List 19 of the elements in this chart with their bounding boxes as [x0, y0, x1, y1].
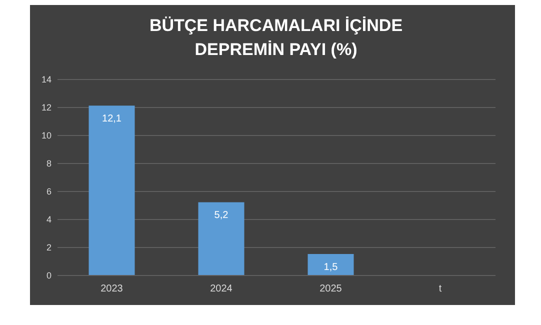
chart-title: BÜTÇE HARCAMALARI İÇİNDE DEPREMİN PAYI (%) [149, 16, 403, 59]
bar [88, 106, 135, 275]
y-tick-label: 12 [41, 102, 52, 112]
y-tick-label: 8 [46, 158, 52, 168]
x-tick-label: t [438, 284, 442, 294]
bar [308, 254, 354, 275]
x-tick-label: 2023 [100, 284, 124, 294]
bar [198, 202, 244, 275]
data-label: 1,5 [324, 262, 338, 273]
y-tick-label: 2 [46, 242, 52, 252]
y-tick-label: 14 [41, 74, 52, 84]
x-tick-label: 2024 [210, 284, 233, 294]
y-tick-label: 10 [41, 130, 52, 140]
data-label: 12,1 [102, 114, 122, 125]
data-label: 5,2 [214, 210, 229, 222]
x-tick-label: 2025 [320, 284, 342, 294]
y-tick-label: 0 [46, 270, 52, 280]
y-tick-label: 4 [46, 214, 52, 224]
y-tick-label: 6 [46, 186, 52, 196]
